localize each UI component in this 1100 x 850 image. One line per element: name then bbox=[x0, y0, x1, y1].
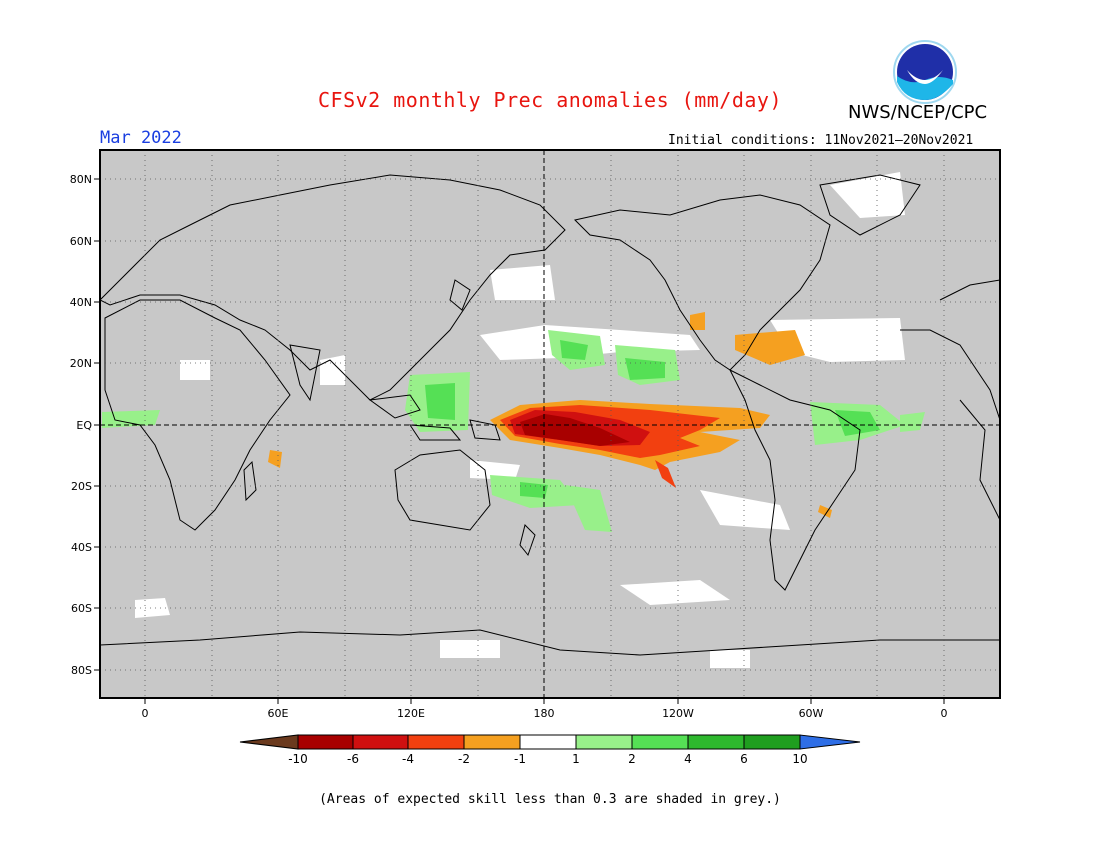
colorbar-label: -1 bbox=[514, 752, 526, 766]
colorbar-label: 2 bbox=[628, 752, 636, 766]
colorbar-label: -10 bbox=[288, 752, 308, 766]
colorbar-label: 10 bbox=[792, 752, 807, 766]
lon-label-120w: 120W bbox=[662, 707, 694, 720]
colorbar-label: -4 bbox=[402, 752, 414, 766]
lon-label-0-right: 0 bbox=[941, 707, 948, 720]
lon-label-120e: 120E bbox=[397, 707, 425, 720]
map-title: CFSv2 monthly Prec anomalies (mm/day) bbox=[317, 88, 783, 112]
lon-label-60e: 60E bbox=[268, 707, 289, 720]
colorbar-swatch-2-4 bbox=[631, 734, 689, 750]
graticule bbox=[100, 150, 1000, 698]
lon-label-180: 180 bbox=[534, 707, 555, 720]
lat-label-80n: 80N bbox=[70, 173, 92, 186]
colorbar-swatch-6-10 bbox=[743, 734, 801, 750]
lon-label-0-left: 0 bbox=[142, 707, 149, 720]
lat-label-60s: 60S bbox=[71, 602, 92, 615]
colorbar-swatch-gt-10 bbox=[799, 734, 861, 750]
initial-conditions: Initial conditions: 11Nov2021—20Nov2021 bbox=[668, 133, 974, 148]
lat-label-80s: 80S bbox=[71, 664, 92, 677]
colorbar-label: -6 bbox=[347, 752, 359, 766]
colorbar-swatch-minus4-minus2 bbox=[407, 734, 465, 750]
agency-label: NWS/NCEP/CPC bbox=[848, 102, 988, 123]
anomaly-shading bbox=[102, 172, 925, 668]
colorbar-swatch-minus1-1 bbox=[519, 734, 577, 750]
colorbar-swatch-1-2 bbox=[575, 734, 633, 750]
colorbar-label: 1 bbox=[572, 752, 580, 766]
colorbar-swatch-minus10-minus6 bbox=[297, 734, 354, 750]
lat-label-eq: EQ bbox=[76, 419, 92, 432]
valid-month: Mar 2022 bbox=[100, 128, 182, 148]
colorbar-swatch-4-6 bbox=[687, 734, 745, 750]
map-frame bbox=[99, 149, 1001, 699]
colorbar-swatch-minus2-minus1 bbox=[463, 734, 521, 750]
colorbar-label: 4 bbox=[684, 752, 692, 766]
lat-label-40n: 40N bbox=[70, 296, 92, 309]
colorbar-swatch-lt-minus10 bbox=[239, 734, 299, 750]
lat-label-60n: 60N bbox=[70, 235, 92, 248]
lon-label-60w: 60W bbox=[799, 707, 824, 720]
lat-label-40s: 40S bbox=[71, 541, 92, 554]
colorbar-label: 6 bbox=[740, 752, 748, 766]
colorbar-label: -2 bbox=[458, 752, 470, 766]
noaa-logo bbox=[893, 40, 957, 104]
colorbar bbox=[239, 734, 861, 750]
skill-footnote: (Areas of expected skill less than 0.3 a… bbox=[319, 792, 781, 807]
lat-label-20n: 20N bbox=[70, 357, 92, 370]
lat-label-20s: 20S bbox=[71, 480, 92, 493]
colorbar-swatch-minus6-minus4 bbox=[352, 734, 409, 750]
